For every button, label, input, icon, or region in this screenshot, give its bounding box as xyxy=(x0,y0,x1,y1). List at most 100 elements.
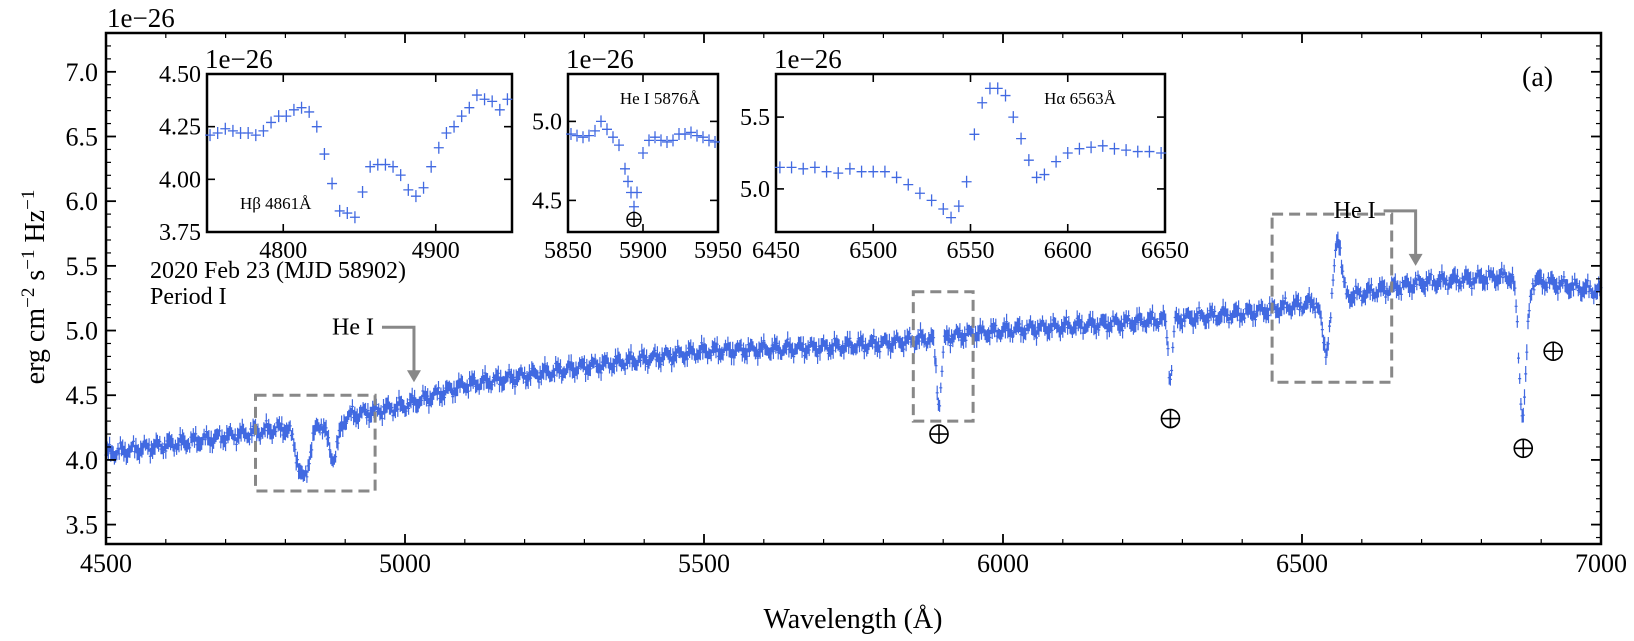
inset-point xyxy=(844,162,855,175)
inset-point xyxy=(620,162,630,175)
he-line-label: He I xyxy=(1334,198,1376,224)
inset-point xyxy=(623,175,633,188)
x-tick-label: 6500 xyxy=(1276,549,1328,578)
inset-point xyxy=(644,134,654,147)
inset-point xyxy=(281,110,292,123)
inset-point xyxy=(479,93,490,106)
inset-point xyxy=(1086,141,1097,154)
inset-point xyxy=(692,129,702,142)
inset-point xyxy=(502,93,513,106)
inset-y-tick-label: 3.75 xyxy=(159,220,201,246)
inset-point xyxy=(710,135,720,148)
telluric-symbol-cross xyxy=(930,425,949,444)
inset-point xyxy=(833,167,844,180)
inset-point xyxy=(403,183,414,196)
inset-point xyxy=(578,131,588,144)
inset-point xyxy=(809,161,820,174)
inset-point xyxy=(449,120,460,133)
inset-point xyxy=(288,103,299,116)
inset-point xyxy=(349,211,360,224)
inset-point xyxy=(656,134,666,147)
inset-y-tick-label: 4.50 xyxy=(159,62,201,88)
inset-point xyxy=(608,131,618,144)
inset-point xyxy=(456,110,467,123)
inset-point xyxy=(992,82,1003,95)
inset-point xyxy=(638,147,648,159)
inset-point xyxy=(584,129,594,142)
x-tick-label: 7000 xyxy=(1575,549,1627,578)
telluric-symbol-cross xyxy=(1514,439,1533,458)
inset-point xyxy=(1144,145,1155,158)
inset-point xyxy=(698,131,708,144)
inset-point xyxy=(487,95,498,108)
inset-point xyxy=(1016,132,1027,145)
inset-point xyxy=(311,120,322,133)
inset-point xyxy=(205,129,216,142)
inset-point xyxy=(977,96,988,109)
inset-point xyxy=(786,161,797,174)
telluric-symbol-cross xyxy=(1161,409,1180,428)
inset-point xyxy=(680,128,690,141)
inset-frame xyxy=(774,72,1167,234)
inset-y-tick-label: 4.25 xyxy=(159,115,201,141)
inset-x-tick-label: 5850 xyxy=(544,238,592,264)
inset-point xyxy=(961,175,972,188)
inset-point xyxy=(1062,147,1073,159)
he-line-arrowhead xyxy=(406,370,421,383)
inset-point xyxy=(266,116,277,129)
inset-x-tick-label: 4900 xyxy=(412,238,460,264)
main-frame xyxy=(104,31,1603,546)
x-tick-label: 5500 xyxy=(678,549,730,578)
inset-point xyxy=(380,158,391,171)
inset-y-tick-label: 5.5 xyxy=(740,105,770,131)
inset-point xyxy=(650,131,660,144)
inset-line-label: Hβ 4861Å xyxy=(240,194,312,213)
inset-point xyxy=(304,105,315,118)
x-tick-label: 4500 xyxy=(80,549,132,578)
inset-point xyxy=(319,148,330,161)
inset-frame xyxy=(205,72,514,234)
inset-point xyxy=(926,194,937,207)
inset-point xyxy=(891,171,902,184)
halpha-inset: 6450 6500 6550 6600 6650 5.0 5.5 1e−26 Hα 6563Å xyxy=(740,44,1189,264)
panel-label: (a) xyxy=(1522,62,1553,93)
inset-point xyxy=(1132,145,1143,158)
inset-point xyxy=(629,200,639,213)
inset-point xyxy=(1097,139,1108,152)
inset-point xyxy=(903,178,914,191)
y-tick-label: 5.0 xyxy=(66,317,99,346)
inset-point xyxy=(395,169,406,182)
inset-line-label: Hα 6563Å xyxy=(1044,89,1116,108)
inset-point xyxy=(243,126,254,139)
inset-x-tick-label: 6450 xyxy=(752,238,800,264)
inset-point xyxy=(357,185,368,198)
offset-text: 1e−26 xyxy=(107,3,175,33)
inset-offset-text: 1e−26 xyxy=(566,44,634,74)
y-tick-label: 4.5 xyxy=(66,381,99,410)
inset-x-tick-label: 6600 xyxy=(1044,238,1092,264)
zoom-box xyxy=(911,290,975,423)
inset-y-tick-label: 5.0 xyxy=(740,177,770,203)
inset-point xyxy=(250,129,261,142)
inset-point xyxy=(946,211,957,224)
inset-point xyxy=(471,89,482,102)
he-line-label: He I xyxy=(332,314,374,340)
hei-inset: 5850 5900 5950 4.5 5.0 1e−26 He I 5876Å xyxy=(532,44,742,264)
inset-point xyxy=(868,165,879,178)
inset-point xyxy=(1000,89,1011,102)
inset-point xyxy=(426,160,437,173)
inset-x-tick-label: 5900 xyxy=(619,238,667,264)
inset-point xyxy=(220,122,231,135)
inset-point xyxy=(1031,171,1042,184)
main-axes: 4500 5000 5500 6000 6500 70003.54.04.55.05.56… xyxy=(66,31,1627,578)
telluric-symbol-cross xyxy=(1544,342,1563,361)
inset-point xyxy=(296,101,307,114)
he-line-arrow xyxy=(1383,209,1418,256)
inset-point xyxy=(441,126,452,139)
inset-x-tick-label: 4800 xyxy=(259,238,307,264)
inset-point xyxy=(953,200,964,213)
y-tick-label: 3.5 xyxy=(66,511,99,540)
